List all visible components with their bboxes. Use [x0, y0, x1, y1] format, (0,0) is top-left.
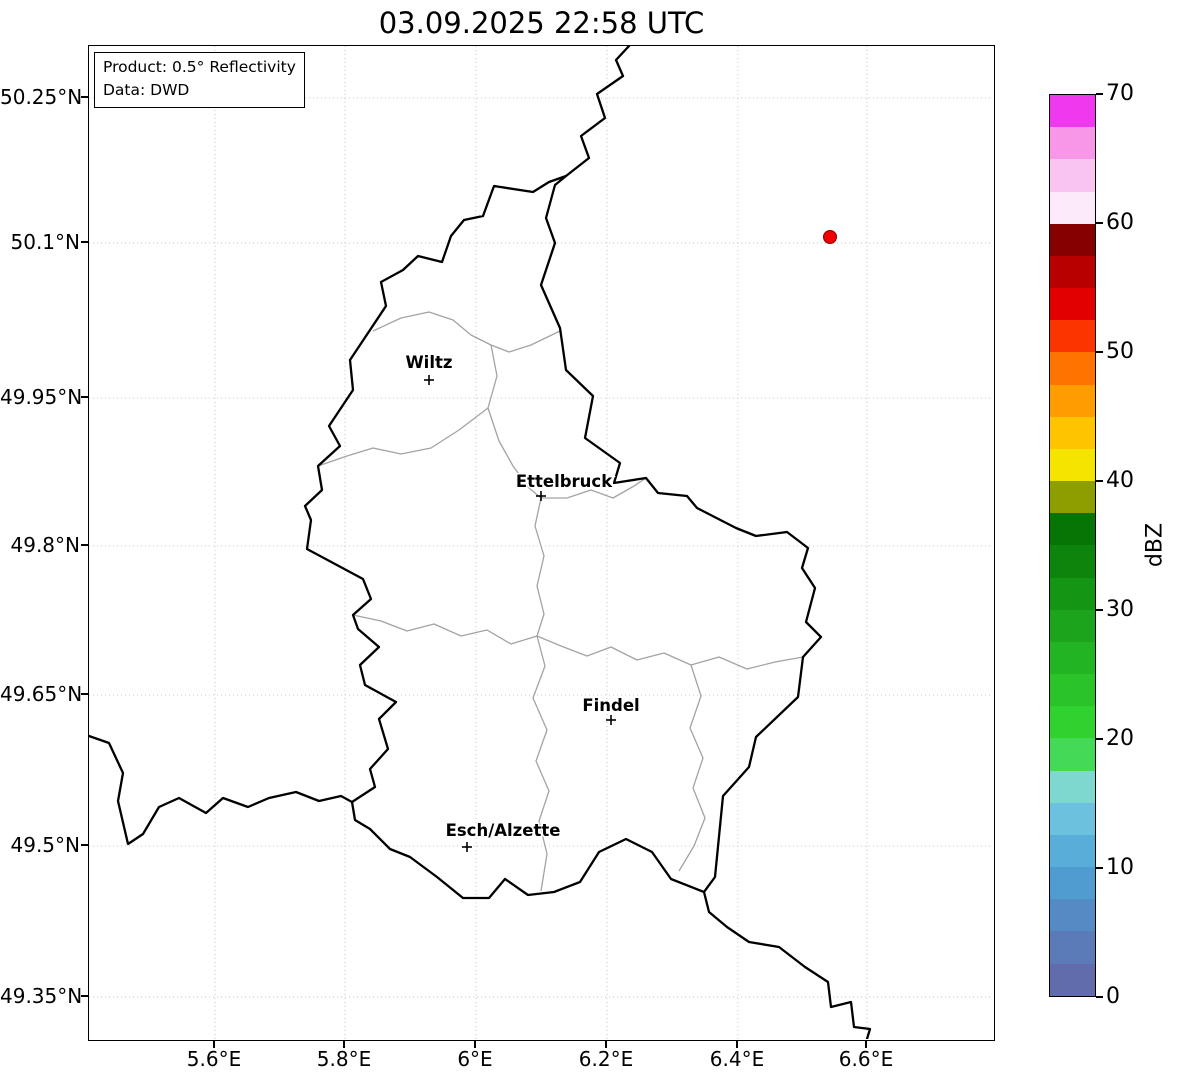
x-tick-label: 6°E	[457, 1047, 493, 1071]
colorbar-tick	[1096, 738, 1103, 740]
city-label: Esch/Alzette	[446, 821, 561, 840]
colorbar-tick-label: 70	[1106, 81, 1134, 106]
map-plot: Wiltz Ettelbruck Findel Esch/Alzette	[88, 45, 995, 1041]
x-tick-label: 5.6°E	[186, 1047, 242, 1071]
info-box-source: Data: DWD	[103, 81, 190, 100]
colorbar-segment	[1050, 899, 1095, 932]
city-marker-icon	[606, 715, 616, 725]
colorbar-segment	[1050, 867, 1095, 900]
colorbar-segment	[1050, 352, 1095, 385]
colorbar-tick-label: 0	[1106, 984, 1120, 1009]
x-axis-tick	[343, 1041, 345, 1048]
x-axis-tick	[213, 1041, 215, 1048]
colorbar-segment	[1050, 416, 1095, 449]
colorbar-segment	[1050, 802, 1095, 835]
y-tick-label: 50.25°N	[0, 85, 83, 109]
colorbar-tick	[1096, 867, 1103, 869]
colorbar-segment	[1050, 127, 1095, 160]
luxembourg-border-path	[303, 174, 823, 900]
radar-echo-dot	[823, 230, 837, 244]
y-axis-tick	[81, 844, 88, 846]
colorbar-tick-label: 50	[1106, 339, 1134, 364]
colorbar-segment	[1050, 577, 1095, 610]
x-axis-tick	[736, 1041, 738, 1048]
y-axis-tick	[81, 96, 88, 98]
france-belgium-border-path	[89, 734, 354, 846]
city-label: Findel	[582, 696, 639, 715]
city-marker-icon	[462, 842, 472, 852]
x-tick-label: 6.6°E	[838, 1047, 894, 1071]
y-tick-label: 50.1°N	[10, 230, 81, 254]
city-ettelbruck: Ettelbruck	[514, 471, 615, 501]
colorbar-segment	[1050, 770, 1095, 803]
y-tick-label: 49.95°N	[0, 385, 83, 409]
info-box: Product: 0.5° Reflectivity Data: DWD	[94, 52, 305, 108]
france-germany-border-path	[702, 890, 872, 1039]
colorbar-segment	[1050, 255, 1095, 289]
colorbar-tick-label: 30	[1106, 597, 1134, 622]
colorbar-segment	[1050, 513, 1095, 546]
colorbar-segment	[1050, 931, 1095, 964]
colorbar-segment	[1050, 834, 1095, 868]
y-tick-label: 49.8°N	[10, 533, 81, 557]
city-label: Wiltz	[405, 353, 452, 372]
colorbar-segment	[1050, 641, 1095, 675]
colorbar-segment	[1050, 223, 1095, 256]
colorbar-segment	[1050, 320, 1095, 353]
y-tick-label: 49.35°N	[0, 984, 83, 1008]
district-borders	[317, 311, 804, 892]
city-wiltz: Wiltz	[404, 352, 454, 385]
map-title: 03.09.2025 22:58 UTC	[378, 6, 705, 40]
colorbar-segment	[1050, 448, 1095, 482]
colorbar-segment	[1050, 95, 1095, 128]
y-tick-label: 49.5°N	[10, 833, 81, 857]
colorbar-tick	[1096, 996, 1103, 998]
colorbar-segment	[1050, 288, 1095, 321]
colorbar-segment	[1050, 738, 1095, 771]
colorbar-segment	[1050, 384, 1095, 417]
colorbar-tick	[1096, 222, 1103, 224]
colorbar-tick-label: 10	[1106, 855, 1134, 880]
x-axis-tick	[605, 1041, 607, 1048]
x-axis-tick	[474, 1041, 476, 1048]
x-axis-tick	[865, 1041, 867, 1048]
city-esch-alzette: Esch/Alzette	[444, 820, 562, 852]
map-canvas: Wiltz Ettelbruck Findel Esch/Alzette	[89, 46, 993, 1039]
colorbar-segment	[1050, 706, 1095, 739]
colorbar-segment	[1050, 674, 1095, 707]
colorbar-tick	[1096, 351, 1103, 353]
colorbar-tick	[1096, 609, 1103, 611]
x-tick-label: 5.8°E	[316, 1047, 372, 1071]
y-axis-tick	[81, 995, 88, 997]
belgium-germany-border-path	[564, 46, 631, 178]
x-tick-label: 6.2°E	[578, 1047, 634, 1071]
city-label: Ettelbruck	[516, 472, 613, 491]
colorbar-units-label: dBZ	[1142, 522, 1168, 568]
colorbar-tick	[1096, 480, 1103, 482]
y-tick-label: 49.65°N	[0, 682, 83, 706]
colorbar-segment	[1050, 609, 1095, 642]
y-axis-tick	[81, 693, 88, 695]
colorbar-gradient	[1049, 94, 1096, 997]
y-axis-tick	[81, 396, 88, 398]
info-box-product: Product: 0.5° Reflectivity	[103, 58, 296, 76]
colorbar-tick-label: 20	[1106, 726, 1134, 751]
city-marker-icon	[424, 375, 434, 385]
city-findel: Findel	[581, 695, 641, 725]
colorbar-tick	[1096, 93, 1103, 95]
colorbar-segment	[1050, 963, 1095, 996]
x-tick-label: 6.4°E	[709, 1047, 765, 1071]
colorbar-segment	[1050, 545, 1095, 578]
y-axis-tick	[81, 544, 88, 546]
colorbar-segment	[1050, 481, 1095, 514]
colorbar-tick-label: 40	[1106, 468, 1134, 493]
city-marker-icon	[536, 491, 546, 501]
colorbar-segment	[1050, 159, 1095, 192]
colorbar-segment	[1050, 191, 1095, 224]
y-axis-tick	[81, 241, 88, 243]
colorbar-tick-label: 60	[1106, 210, 1134, 235]
country-borders	[89, 46, 872, 1039]
